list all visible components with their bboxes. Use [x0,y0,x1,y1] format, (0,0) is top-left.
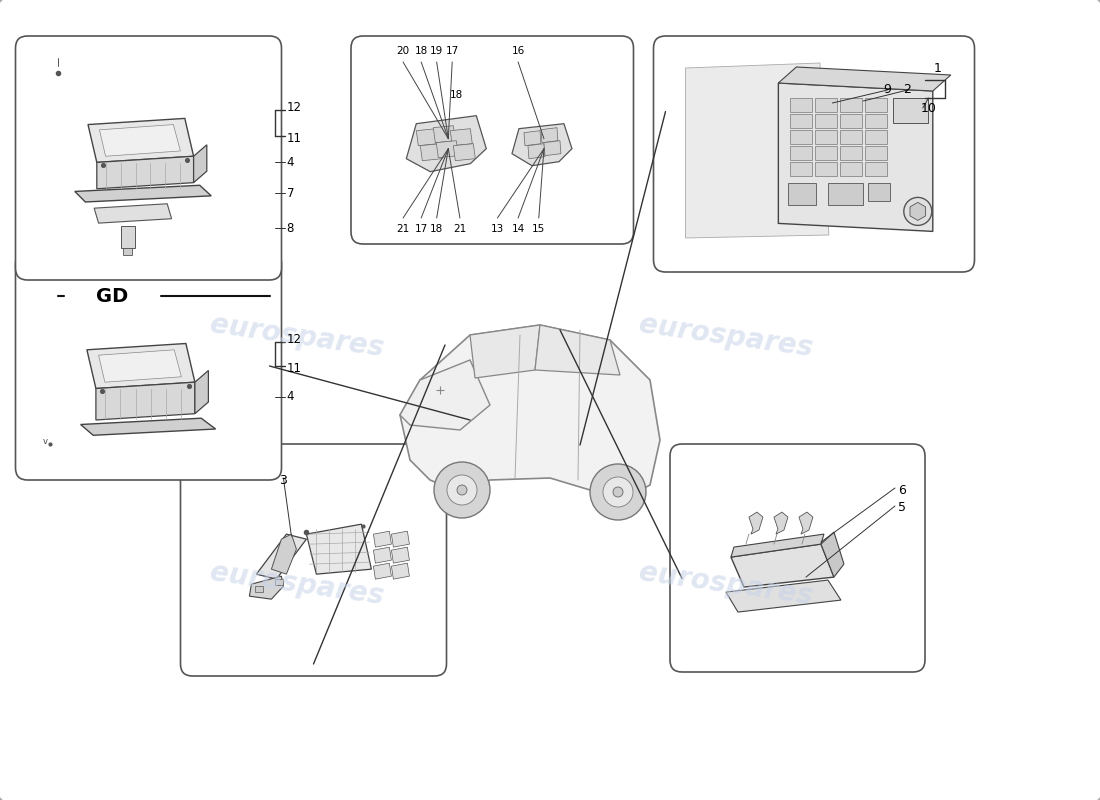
Polygon shape [910,202,925,220]
Bar [121,226,134,248]
Text: 9: 9 [883,83,891,96]
Bar [868,183,890,202]
Polygon shape [406,116,486,172]
Bar [815,98,837,112]
Bar [815,114,837,128]
FancyBboxPatch shape [351,36,634,244]
Bar [840,130,862,144]
Text: 2: 2 [903,83,912,96]
Text: 5: 5 [898,501,906,514]
Bar [255,586,263,592]
Text: 13: 13 [491,224,504,234]
Polygon shape [75,186,211,202]
Text: 18: 18 [430,224,443,234]
Polygon shape [749,512,763,534]
Text: 18: 18 [450,90,463,99]
Polygon shape [732,544,834,587]
Circle shape [590,464,646,520]
Polygon shape [450,129,472,146]
Bar [815,130,837,144]
Text: 11: 11 [286,131,301,145]
Text: 10: 10 [921,102,936,115]
Bar [791,162,813,176]
Circle shape [603,477,632,507]
Polygon shape [774,512,788,534]
FancyBboxPatch shape [180,444,447,676]
Text: 6: 6 [898,484,906,497]
Circle shape [447,475,477,505]
Bar [791,130,813,144]
Polygon shape [307,524,372,574]
Bar [275,579,284,585]
Polygon shape [256,534,307,579]
Text: 3: 3 [279,474,287,487]
Text: 7: 7 [286,186,294,200]
Bar [866,130,888,144]
Polygon shape [392,531,409,547]
Text: GD: GD [96,286,129,306]
Text: 8: 8 [286,222,294,235]
Text: 14: 14 [512,224,525,234]
Bar [866,162,888,176]
Bar [789,183,816,206]
Polygon shape [400,360,490,430]
Bar [815,162,837,176]
Text: 11: 11 [286,362,301,374]
Polygon shape [544,141,561,156]
Bar [791,146,813,160]
Text: 1: 1 [934,62,942,75]
Polygon shape [470,325,540,378]
Polygon shape [373,547,392,563]
Polygon shape [95,204,172,223]
Polygon shape [373,531,392,547]
Bar [123,248,132,254]
Polygon shape [392,563,409,579]
Text: 15: 15 [532,224,546,234]
Bar [840,98,862,112]
Polygon shape [732,534,824,557]
Bar [828,183,864,206]
Text: eurospares: eurospares [208,310,386,362]
FancyBboxPatch shape [15,36,282,280]
Polygon shape [821,532,844,577]
Text: 18: 18 [415,46,428,56]
Text: eurospares: eurospares [637,558,815,610]
Polygon shape [726,580,842,612]
Bar [840,162,862,176]
Circle shape [613,487,623,497]
Polygon shape [779,67,950,91]
Bar [791,114,813,128]
Polygon shape [88,118,194,162]
Polygon shape [97,156,194,189]
Polygon shape [96,382,195,420]
Text: 20: 20 [396,46,409,56]
Polygon shape [373,563,392,579]
Polygon shape [87,343,195,389]
Polygon shape [195,370,208,414]
Bar [791,98,813,112]
FancyBboxPatch shape [15,252,282,480]
Circle shape [456,485,468,495]
Polygon shape [194,145,207,182]
Circle shape [904,198,932,226]
Polygon shape [420,144,442,161]
Polygon shape [437,141,459,158]
Text: 4: 4 [286,156,294,169]
Polygon shape [685,63,829,238]
Text: 4: 4 [286,390,294,403]
Polygon shape [272,534,296,574]
Text: eurospares: eurospares [208,558,386,610]
Polygon shape [400,325,660,498]
Polygon shape [512,124,572,166]
Polygon shape [535,325,620,375]
Polygon shape [250,576,284,599]
Text: v: v [43,437,48,446]
Text: 12: 12 [286,333,301,346]
Bar [866,114,888,128]
Bar [893,98,927,123]
Polygon shape [80,418,216,435]
Text: 19: 19 [430,46,443,56]
Polygon shape [416,129,438,146]
Bar [840,114,862,128]
